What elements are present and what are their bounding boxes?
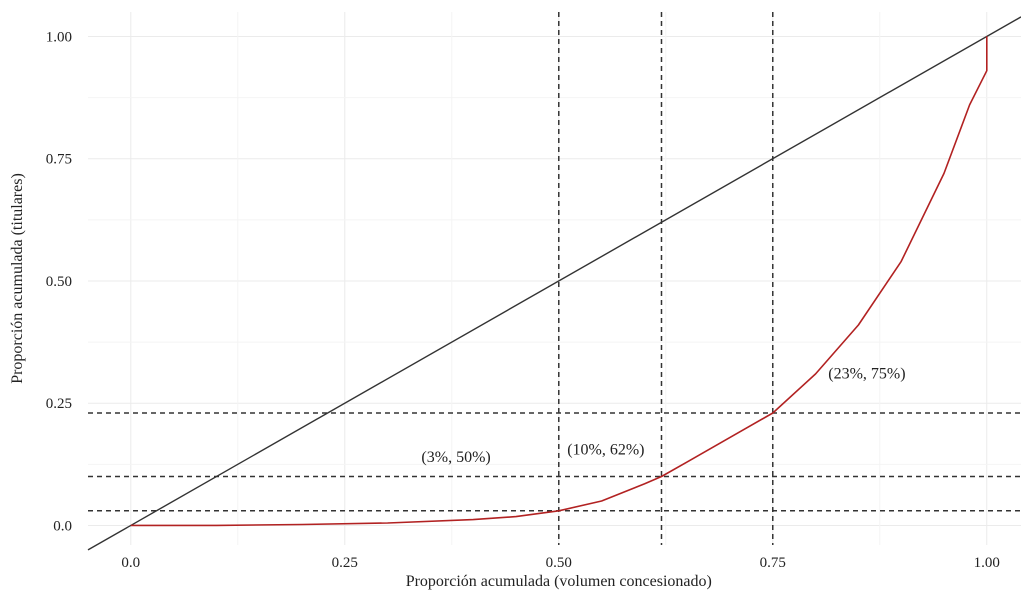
- x-tick-label-3: 0.75: [760, 555, 786, 571]
- annotations: (3%, 50%) (10%, 62%) (23%, 75%): [421, 366, 905, 466]
- lorenz-curve: [130, 36, 988, 527]
- series-layer: [87, 16, 1021, 551]
- grid-layer: [88, 12, 1021, 545]
- annotation-label-1: (10%, 62%): [567, 442, 644, 459]
- x-tick-label-4: 1.00: [974, 555, 1000, 571]
- annotation-label-2: (23%, 75%): [828, 366, 905, 383]
- x-axis-title: Proporción acumulada (volumen concesiona…: [406, 573, 712, 590]
- y-axis-title: Proporción acumulada (titulares): [9, 173, 26, 384]
- tick-labels: 0.0 0.25 0.50 0.75 1.00 0.0 0.25 0.50 0.75 1.00: [46, 29, 1000, 571]
- x-tick-label-0: 0.0: [121, 555, 140, 571]
- y-tick-label-0: 0.0: [53, 518, 72, 534]
- y-tick-label-1: 0.25: [46, 396, 72, 412]
- equality-line: [87, 16, 1021, 551]
- y-tick-label-2: 0.50: [46, 274, 72, 290]
- y-tick-label-3: 0.75: [46, 152, 72, 168]
- x-tick-label-1: 0.25: [332, 555, 358, 571]
- reference-lines: [88, 12, 1021, 545]
- annotation-label-0: (3%, 50%): [421, 449, 490, 466]
- x-tick-label-2: 0.50: [546, 555, 572, 571]
- y-tick-label-4: 1.00: [46, 29, 72, 45]
